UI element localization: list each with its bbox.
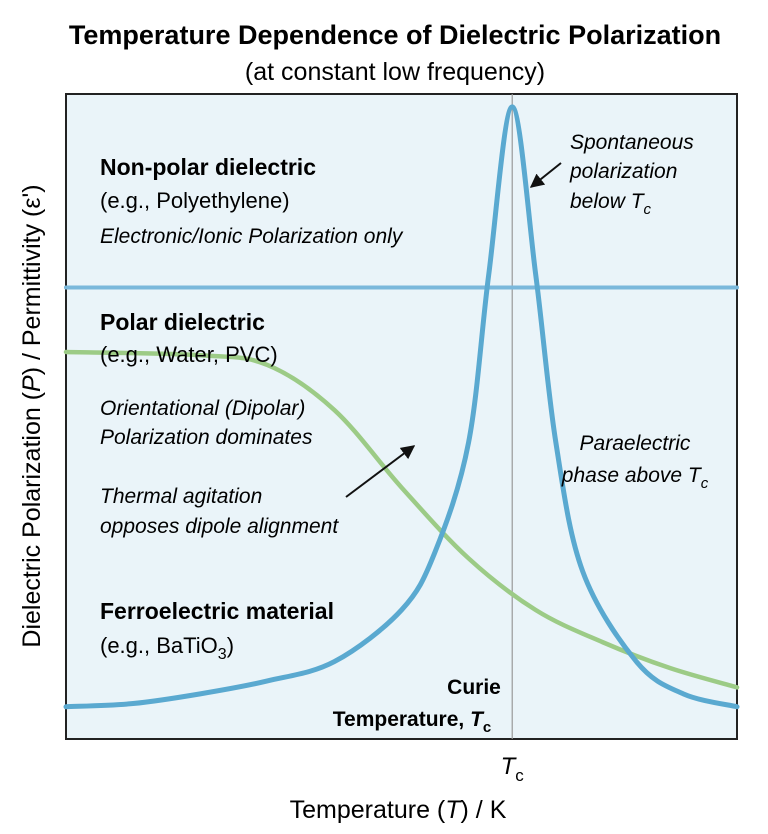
polar-note-line2: Polarization dominates	[100, 426, 313, 449]
thermal-agitation-line1: Thermal agitation	[100, 485, 262, 508]
curie-label-line1: Curie	[447, 676, 501, 699]
polar-name: Polar dielectric	[100, 309, 265, 335]
spontaneous-arrow	[529, 162, 562, 188]
nonpolar-name: Non-polar dielectric	[100, 154, 316, 180]
x-tick-label-tc: Tc	[501, 753, 525, 785]
series-line-ferroelectric	[63, 104, 740, 710]
chart-title: Temperature Dependence of Dielectric Pol…	[69, 20, 721, 50]
y-axis-label: Dielectric Polarization (P) / Permittivi…	[18, 184, 46, 647]
polar-note-line1: Orientational (Dipolar)	[100, 397, 305, 420]
nonpolar-example: (e.g., Polyethylene)	[100, 188, 290, 213]
thermal-agitation-arrow	[345, 445, 416, 498]
paraelectric-line1: Paraelectric	[580, 432, 691, 455]
series-layer	[63, 104, 740, 710]
polar-example: (e.g., Water, PVC)	[100, 342, 278, 367]
paraelectric-line2: phase above Tc	[561, 464, 709, 492]
spontaneous-line3: below Tc	[570, 190, 652, 218]
thermal-agitation-line2: opposes dipole alignment	[100, 515, 339, 538]
ferroelectric-example: (e.g., BaTiO3)	[100, 633, 234, 663]
plot-area	[65, 93, 738, 740]
ferroelectric-name: Ferroelectric material	[100, 598, 334, 624]
x-axis-label: Temperature (T) / K	[290, 796, 507, 824]
nonpolar-note: Electronic/Ionic Polarization only	[100, 225, 404, 248]
spontaneous-line2: polarization	[569, 160, 677, 183]
chart-subtitle: (at constant low frequency)	[245, 58, 545, 86]
spontaneous-line1: Spontaneous	[570, 131, 694, 154]
curie-label-line2: Temperature, Tc	[333, 708, 492, 736]
